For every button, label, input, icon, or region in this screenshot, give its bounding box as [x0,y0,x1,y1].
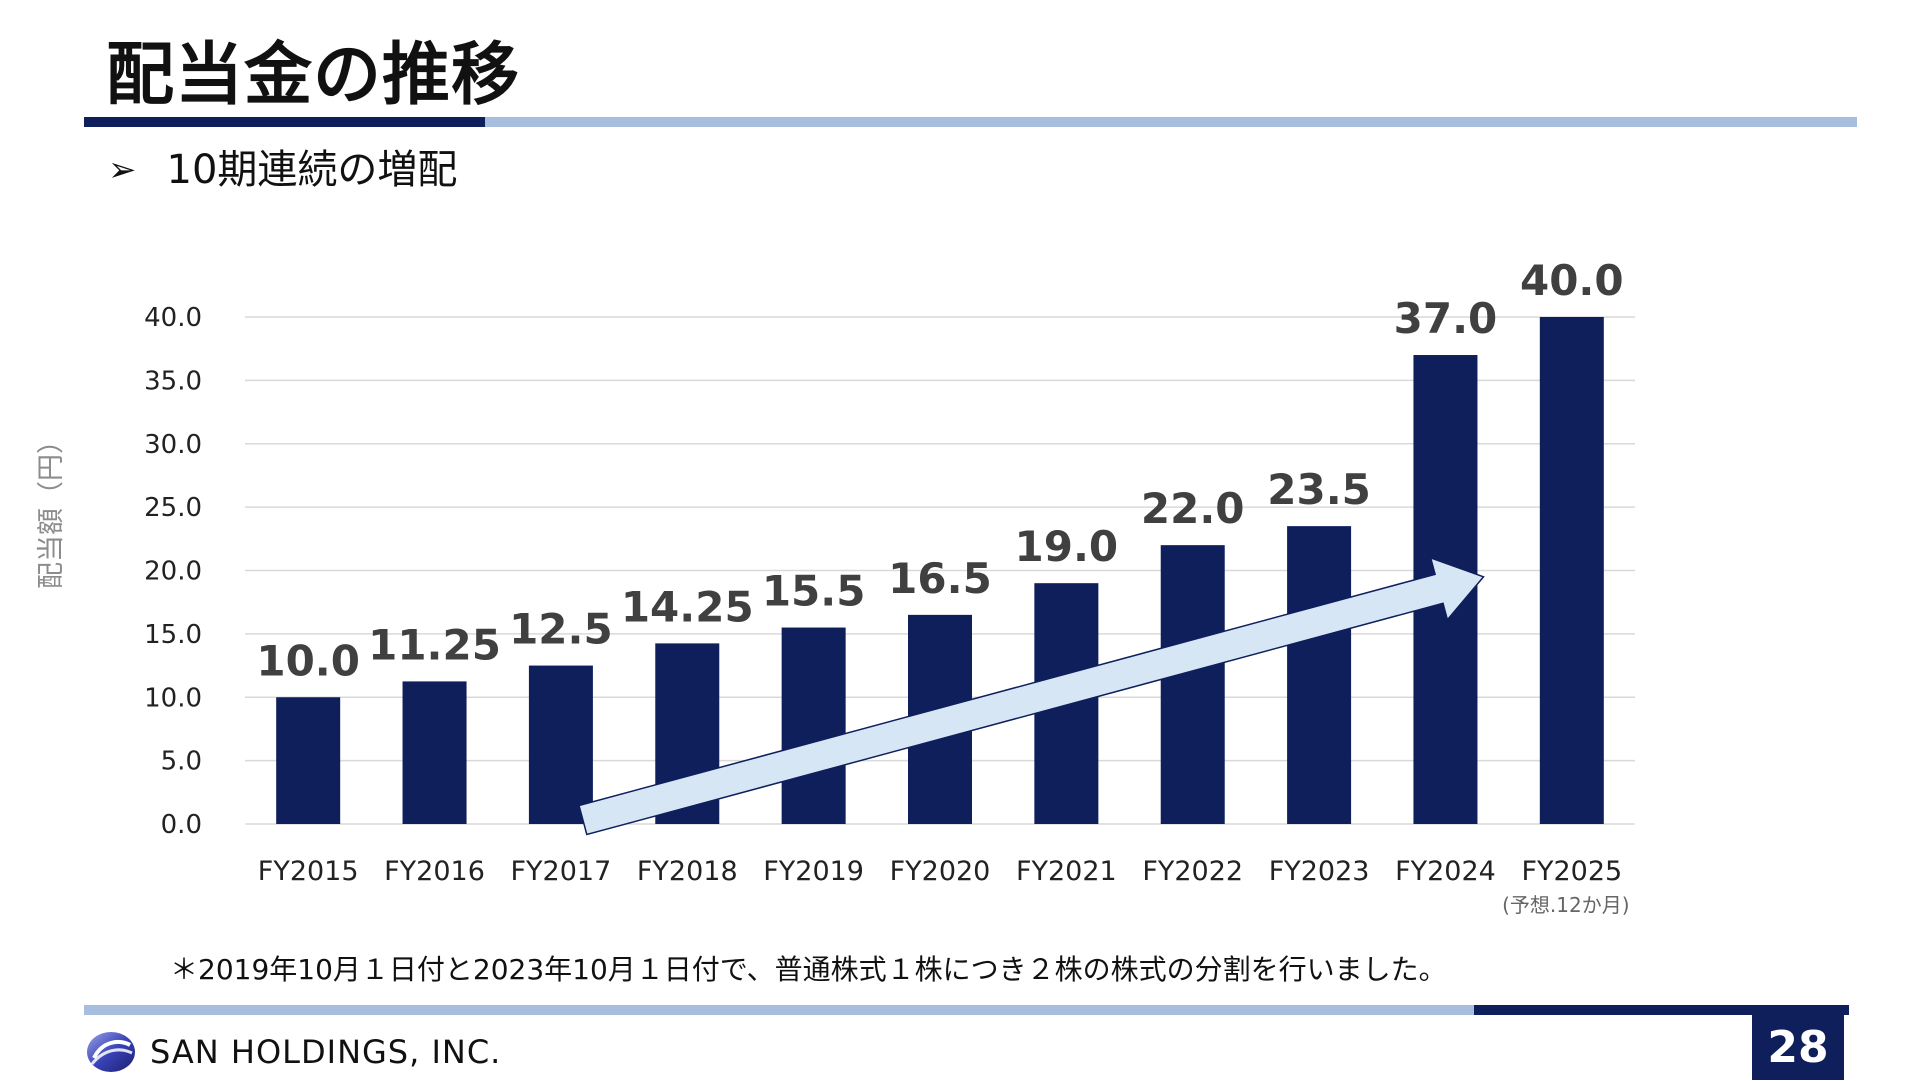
x-tick-label: FY2015 [258,856,359,887]
subtitle: ➢ 10期連続の増配 [108,142,457,200]
y-tick-label: 20.0 [144,557,202,587]
x-tick-label: FY2022 [1142,856,1243,887]
y-tick-label: 10.0 [144,683,202,713]
bar [1160,545,1225,824]
footer-rule-accent [1474,1005,1849,1015]
swirl-logo-icon [87,1032,135,1072]
x-tick-label: FY2025 [1521,856,1622,887]
x-tick-label: FY2020 [890,856,991,887]
x-tick-note: (予想.12か月) [1502,893,1629,917]
data-label: 10.0 [256,636,360,685]
data-label: 15.5 [762,567,866,616]
bar [781,627,846,824]
y-tick-label: 25.0 [144,493,202,523]
title-rule-accent [84,117,485,127]
title-rule [84,117,1857,127]
subtitle-text: 10期連続の増配 [166,147,458,193]
x-tick-label: FY2019 [763,856,864,887]
x-tick-label: FY2016 [384,856,485,887]
data-label: 23.5 [1267,465,1371,514]
footer-logo: SAN HOLDINGS, INC. [86,1031,501,1073]
x-tick-label: FY2018 [637,856,738,887]
data-label: 11.25 [368,620,501,669]
data-label: 12.5 [509,605,613,654]
x-tick-label: FY2017 [511,856,612,887]
y-tick-label: 15.0 [144,620,202,650]
bar [402,681,467,824]
dividend-bar-chart: 0.0 5.0 10.0 15.0 20.0 25.0 30.0 35.0 40.0 10.0 FY… [144,256,1635,917]
company-name: SAN HOLDINGS, INC. [150,1033,502,1071]
x-tick-label: FY2024 [1395,856,1496,887]
x-tick-label: FY2023 [1269,856,1370,887]
data-label: 14.25 [621,582,754,631]
footnote: ＊2019年10月１日付と2023年10月１日付で、普通株式１株につき２株の株式… [170,953,1447,986]
trend-arrow [578,556,1485,836]
data-label: 22.0 [1141,484,1245,533]
data-label: 16.5 [888,554,992,603]
data-label: 40.0 [1520,256,1624,305]
bar [1287,526,1352,824]
data-label: 37.0 [1394,294,1498,343]
arrow-bullet-icon: ➢ [108,150,137,190]
y-tick-label: 30.0 [144,430,202,460]
y-tick-label: 0.0 [161,810,202,840]
page-number: 28 [1752,1015,1844,1080]
bar [1539,317,1604,824]
y-tick-label: 5.0 [161,747,202,777]
data-label: 19.0 [1015,522,1119,571]
bar [276,697,341,824]
page-title: 配当金の推移 [106,36,521,115]
y-tick-label: 35.0 [144,366,202,396]
y-axis-title: 配当額（円） [36,427,67,589]
x-tick-label: FY2021 [1016,856,1117,887]
bar [528,665,593,824]
footer-rule [84,1005,1474,1015]
y-tick-label: 40.0 [144,303,202,333]
